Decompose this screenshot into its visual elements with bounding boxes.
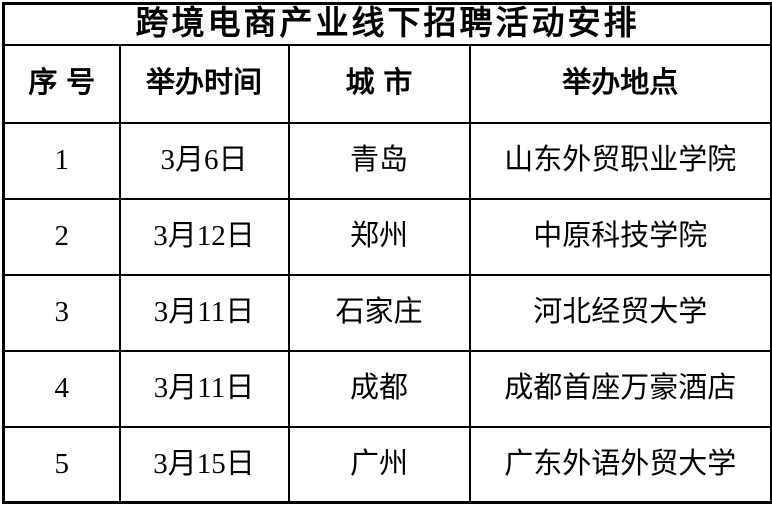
header-date: 举办时间 [118,43,290,124]
table-row: 4 3月11日 成都 成都首座万豪酒店 [2,349,772,428]
cell-date: 3月11日 [118,349,290,428]
cell-serial: 3 [2,273,121,352]
cell-city: 广州 [287,425,471,504]
cell-serial: 5 [2,425,121,504]
cell-city: 成都 [287,349,471,428]
table-header-row: 序号 举办时间 城市 举办地点 [2,43,772,124]
cell-date: 3月6日 [118,121,290,200]
table-row: 5 3月15日 广州 广东外语外贸大学 [2,425,772,504]
cell-date: 3月11日 [118,273,290,352]
cell-venue: 广东外语外贸大学 [468,425,772,504]
cell-venue: 河北经贸大学 [468,273,772,352]
cell-city: 青岛 [287,121,471,200]
cell-city: 石家庄 [287,273,471,352]
header-city: 城市 [287,43,471,124]
cell-serial: 4 [2,349,121,428]
cell-venue: 成都首座万豪酒店 [468,349,772,428]
cell-date: 3月12日 [118,197,290,276]
header-venue: 举办地点 [468,43,772,124]
header-serial: 序号 [2,43,121,124]
table-row: 3 3月11日 石家庄 河北经贸大学 [2,273,772,352]
cell-venue: 山东外贸职业学院 [468,121,772,200]
cell-date: 3月15日 [118,425,290,504]
cell-serial: 1 [2,121,121,200]
cell-city: 郑州 [287,197,471,276]
cell-venue: 中原科技学院 [468,197,772,276]
table-row: 2 3月12日 郑州 中原科技学院 [2,197,772,276]
table-title: 跨境电商产业线下招聘活动安排 [2,2,772,46]
cell-serial: 2 [2,197,121,276]
table-row: 1 3月6日 青岛 山东外贸职业学院 [2,121,772,200]
table-title-row: 跨境电商产业线下招聘活动安排 [2,2,772,46]
